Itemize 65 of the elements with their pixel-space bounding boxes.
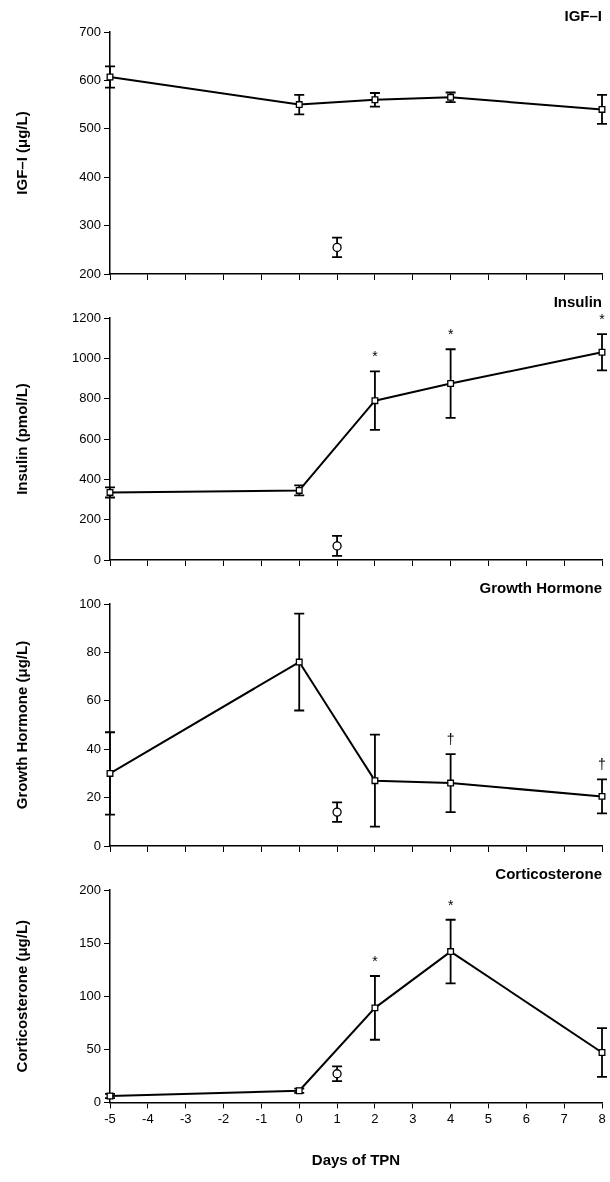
x-tick-label: 4 <box>447 1110 455 1126</box>
y-tick-label: 500 <box>79 120 101 136</box>
y-axis-title: Insulin (pmol/L) <box>13 383 31 495</box>
point <box>447 380 455 388</box>
annotation: * <box>599 310 606 327</box>
y-tick-label: 20 <box>86 789 101 805</box>
chart-title: Growth Hormone <box>479 579 602 597</box>
point <box>371 777 379 785</box>
x-tick-label: 0 <box>295 1110 303 1126</box>
y-axis-title: IGF–I (μg/L) <box>13 111 31 195</box>
y-tick-label: 60 <box>86 692 101 708</box>
y-tick-label: 0 <box>93 551 101 567</box>
y-tick-label: 0 <box>93 1093 101 1109</box>
chart-title: Insulin <box>553 293 602 311</box>
point <box>332 541 342 551</box>
y-tick-label: 800 <box>79 390 101 406</box>
y-tick-label: 80 <box>86 643 101 659</box>
chart-title: IGF–I <box>564 7 602 25</box>
point <box>295 658 303 666</box>
y-tick-label: 50 <box>86 1040 101 1056</box>
y-tick-label: 40 <box>86 740 101 756</box>
y-tick-label: 400 <box>79 470 101 486</box>
x-tick-label: 3 <box>409 1110 417 1126</box>
y-tick-label: 600 <box>79 71 101 87</box>
point <box>295 101 303 109</box>
annotation: † <box>598 756 606 773</box>
x-axis-title: Days of TPN <box>311 1151 401 1169</box>
x-tick-label: -3 <box>179 1110 192 1126</box>
x-tick-label: -1 <box>255 1110 268 1126</box>
x-tick-label: 2 <box>371 1110 379 1126</box>
y-tick-label: 200 <box>79 265 101 281</box>
point <box>332 807 342 817</box>
y-tick-label: 100 <box>79 595 101 611</box>
x-tick-label: 8 <box>598 1110 606 1126</box>
x-tick-label: -2 <box>217 1110 230 1126</box>
y-axis-title: Corticosterone (μg/L) <box>13 919 31 1073</box>
x-tick-label: -4 <box>142 1110 154 1126</box>
point <box>447 779 455 787</box>
point <box>332 242 342 253</box>
annotation: * <box>372 348 379 365</box>
y-tick-label: 1200 <box>72 309 101 325</box>
point <box>447 948 455 956</box>
x-tick-label: 6 <box>522 1110 530 1126</box>
x-tick-label: 1 <box>333 1110 341 1126</box>
point <box>371 1004 379 1012</box>
y-tick-label: 200 <box>79 881 101 897</box>
y-tick-label: 200 <box>79 511 101 527</box>
y-tick-label: 100 <box>79 987 101 1003</box>
annotation: * <box>447 896 454 913</box>
y-tick-label: 400 <box>79 168 101 184</box>
x-tick-label: 5 <box>484 1110 493 1126</box>
x-tick-label: 7 <box>560 1110 568 1126</box>
y-tick-label: 0 <box>93 837 101 853</box>
y-tick-label: 1000 <box>72 349 101 365</box>
chart-title: Corticosterone <box>495 865 602 883</box>
y-axis-title: Growth Hormone (μg/L) <box>13 640 31 810</box>
y-tick-label: 600 <box>79 430 101 446</box>
y-tick-label: 300 <box>79 217 101 233</box>
annotation: * <box>447 326 454 343</box>
annotation: † <box>446 730 455 747</box>
y-tick-label: 700 <box>79 23 101 39</box>
point <box>371 397 379 405</box>
annotation: * <box>372 952 379 969</box>
x-tick-label: -5 <box>104 1110 116 1126</box>
y-tick-label: 150 <box>79 934 101 950</box>
